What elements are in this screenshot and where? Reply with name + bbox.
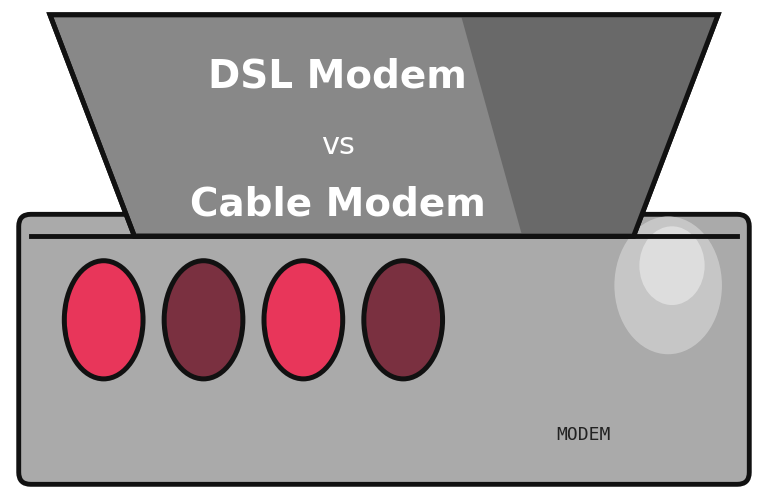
Ellipse shape [161, 258, 246, 381]
FancyBboxPatch shape [18, 215, 750, 484]
Ellipse shape [366, 263, 440, 376]
Text: vs: vs [321, 131, 355, 159]
Ellipse shape [261, 258, 346, 381]
Ellipse shape [266, 263, 340, 376]
Ellipse shape [614, 216, 722, 354]
Polygon shape [50, 15, 718, 236]
Ellipse shape [67, 263, 141, 376]
Polygon shape [461, 15, 718, 236]
Ellipse shape [167, 263, 240, 376]
Ellipse shape [61, 258, 146, 381]
Text: DSL Modem: DSL Modem [208, 57, 468, 95]
Ellipse shape [361, 258, 445, 381]
Ellipse shape [639, 226, 705, 305]
Text: Cable Modem: Cable Modem [190, 185, 486, 223]
Text: MODEM: MODEM [557, 427, 611, 444]
